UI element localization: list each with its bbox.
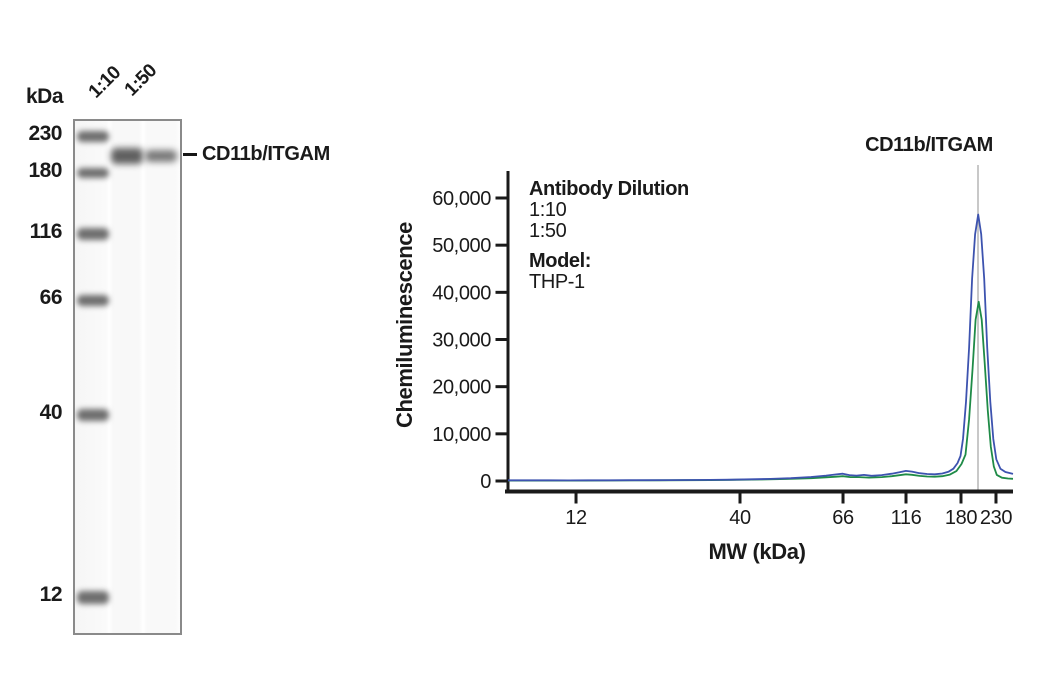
- legend-entry-1-10: 1:10: [529, 199, 567, 221]
- gel-box: [73, 119, 182, 635]
- sample-band-1:50: [145, 150, 177, 162]
- ladder-band-230: [77, 130, 109, 142]
- chemiluminescence-chart: 0 10,000 20,000 30,000 40,000 50,000 60,000 12…: [392, 134, 1014, 564]
- y-tick-label-10,000: 10,000: [432, 424, 491, 446]
- x-tick-label-116: 116: [891, 507, 922, 529]
- x-tick-label-230: 230: [980, 507, 1012, 529]
- ladder-band-66: [77, 294, 109, 306]
- legend-title: Antibody Dilution: [529, 178, 689, 200]
- series-lines: [508, 213, 1014, 482]
- band-pointer-line: [183, 153, 197, 156]
- lane-label-1-50: 1:50: [120, 60, 162, 101]
- blot-band-label: CD11b/ITGAM: [202, 143, 330, 165]
- marker-label-12: 12: [39, 583, 63, 606]
- x-tick-label-66: 66: [832, 507, 854, 529]
- ladder-band-40: [77, 409, 109, 421]
- y-tick-label-30,000: 30,000: [432, 330, 491, 352]
- y-tick-label-40,000: 40,000: [432, 282, 491, 304]
- x-axis-title: MW (kDa): [708, 539, 805, 564]
- y-axis-ticks: 0 10,000 20,000 30,000 40,000 50,000 60,000: [432, 188, 507, 493]
- series-line-1:10: [508, 213, 1014, 482]
- legend-model-value: THP-1: [529, 271, 585, 293]
- ladder-band-116: [77, 228, 109, 240]
- sample-band-1:10: [111, 148, 143, 164]
- x-tick-label-40: 40: [729, 507, 751, 529]
- marker-label-66: 66: [39, 286, 63, 309]
- marker-label-180: 180: [28, 159, 62, 182]
- marker-label-116: 116: [29, 220, 63, 243]
- lane-label-1-10: 1:10: [84, 62, 126, 103]
- marker-label-230: 230: [28, 122, 62, 145]
- series-line-1:50: [508, 300, 1014, 482]
- x-axis-ticks: 12 40 66 116 180 230: [565, 493, 1013, 529]
- legend-entry-1-50: 1:50: [529, 220, 567, 242]
- y-tick-label-60,000: 60,000: [432, 188, 491, 210]
- y-axis-title: Chemiluminescence: [392, 222, 417, 428]
- x-tick-label-180: 180: [945, 507, 977, 529]
- marker-label-40: 40: [39, 401, 63, 424]
- chart-title: CD11b/ITGAM: [865, 134, 993, 156]
- legend-model-label: Model:: [529, 250, 591, 272]
- y-tick-label-0: 0: [480, 471, 491, 493]
- kda-unit-label: kDa: [26, 85, 64, 108]
- y-tick-label-20,000: 20,000: [432, 377, 491, 399]
- y-tick-label-50,000: 50,000: [432, 235, 491, 257]
- ladder-band-180: [77, 168, 109, 178]
- ladder-band-12: [77, 590, 109, 604]
- x-tick-label-12: 12: [565, 507, 587, 529]
